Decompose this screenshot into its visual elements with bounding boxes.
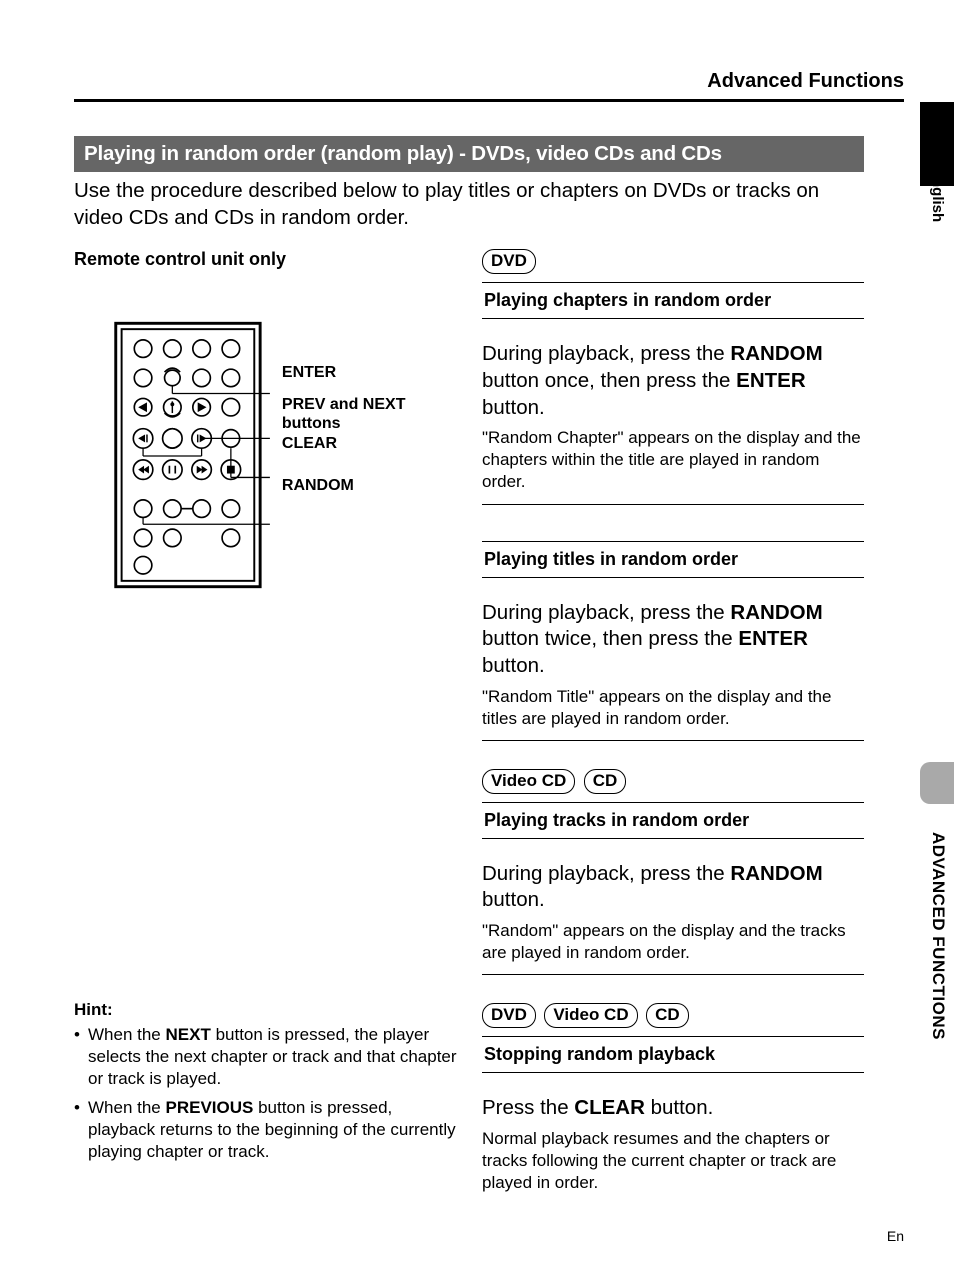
media-badges: DVD (482, 249, 864, 274)
label-prevnext: PREV and NEXT buttons (282, 396, 464, 433)
badge-dvd: DVD (482, 249, 536, 274)
label-random: RANDOM (282, 477, 464, 495)
hint-block: Hint: When the NEXT button is pressed, t… (74, 1000, 464, 1163)
hint-heading: Hint: (74, 1000, 464, 1020)
instruction: During playback, press the RANDOM button… (482, 861, 864, 914)
instruction: During playback, press the RANDOM button… (482, 600, 864, 680)
badge-cd: CD (584, 769, 627, 794)
instruction: During playback, press the RANDOM button… (482, 341, 864, 421)
page-header: Advanced Functions (74, 70, 904, 102)
section-head: Playing chapters in random order (482, 282, 864, 319)
remote-heading: Remote control unit only (74, 249, 464, 270)
badge-videocd: Video CD (544, 1003, 637, 1028)
side-section-label: ADVANCED FUNCTIONS (928, 832, 948, 1040)
title-bar: Playing in random order (random play) - … (74, 136, 864, 172)
instruction: Press the CLEAR button. (482, 1095, 864, 1122)
remote-callout-labels: ENTER PREV and NEXT buttons CLEAR RANDOM (282, 310, 464, 495)
remote-control-diagram (106, 310, 270, 600)
label-clear: CLEAR (282, 435, 464, 453)
side-language-label: English (929, 168, 946, 222)
footer-lang: En (887, 1228, 904, 1244)
badge-dvd: DVD (482, 1003, 536, 1028)
section-head: Playing tracks in random order (482, 802, 864, 839)
section-head: Playing titles in random order (482, 541, 864, 578)
detail-text: "Random Title" appears on the display an… (482, 686, 864, 741)
badge-videocd: Video CD (482, 769, 575, 794)
badge-cd: CD (646, 1003, 689, 1028)
side-tab-grey (920, 762, 954, 804)
media-badges: DVD Video CD CD (482, 1003, 864, 1028)
media-badges: Video CD CD (482, 769, 864, 794)
hint-item: When the PREVIOUS button is pressed, pla… (74, 1097, 464, 1163)
detail-text: Normal playback resumes and the chapters… (482, 1128, 864, 1204)
intro-text: Use the procedure described below to pla… (74, 178, 864, 231)
detail-text: "Random Chapter" appears on the display … (482, 427, 864, 504)
section-head: Stopping random playback (482, 1036, 864, 1073)
detail-text: "Random" appears on the display and the … (482, 920, 864, 975)
label-enter: ENTER (282, 364, 464, 382)
hint-item: When the NEXT button is pressed, the pla… (74, 1024, 464, 1090)
